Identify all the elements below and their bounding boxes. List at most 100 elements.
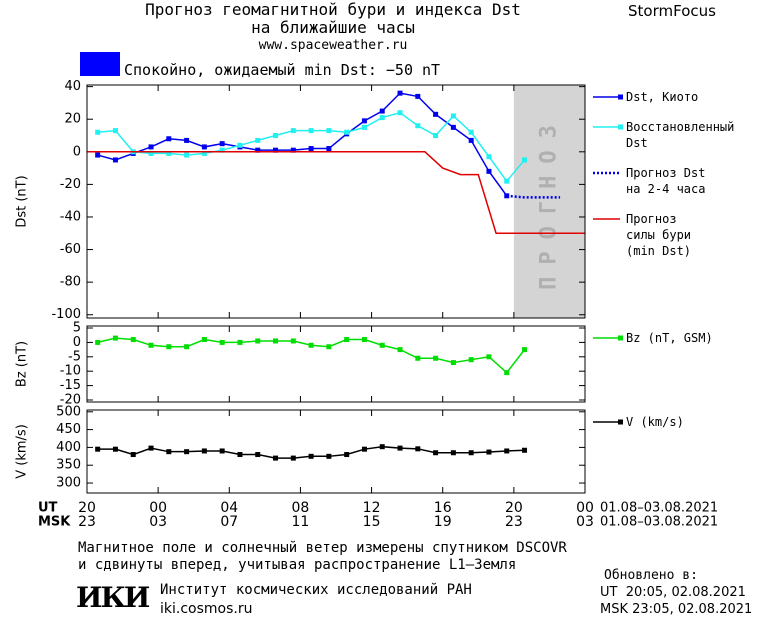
data-point bbox=[468, 357, 474, 363]
y-tick-label: -40 bbox=[60, 209, 81, 224]
y-tick-label: 40 bbox=[64, 79, 81, 94]
x-tick-label: 11 bbox=[292, 514, 310, 530]
data-point bbox=[219, 141, 225, 147]
data-point bbox=[326, 344, 332, 350]
x-tick-label: 19 bbox=[434, 514, 452, 530]
data-point bbox=[201, 150, 207, 156]
data-point bbox=[308, 342, 314, 348]
title: Прогноз геомагнитной бури и индекса Dst bbox=[145, 0, 521, 19]
data-point bbox=[255, 338, 261, 344]
legend-label: Bz (nT, GSM) bbox=[626, 331, 713, 345]
date-range: 01.08–03.08.2021 bbox=[600, 515, 718, 530]
y-axis-label: Dst (nT) bbox=[15, 175, 30, 227]
y-tick-label: 0 bbox=[73, 335, 81, 350]
data-point bbox=[522, 447, 528, 453]
data-point bbox=[308, 453, 314, 459]
x-tick-label: 08 bbox=[292, 500, 310, 516]
data-point bbox=[522, 347, 528, 353]
y-tick-label: 450 bbox=[56, 422, 81, 437]
data-point bbox=[344, 452, 350, 458]
x-tick-label: 15 bbox=[363, 514, 381, 530]
data-point bbox=[361, 337, 367, 343]
legend-marker bbox=[618, 94, 623, 100]
data-point bbox=[130, 337, 136, 343]
data-point bbox=[219, 448, 225, 454]
data-point bbox=[486, 154, 492, 160]
data-point bbox=[486, 354, 492, 360]
y-tick-label: 0 bbox=[73, 144, 81, 159]
x-tick-label: 03 bbox=[576, 514, 594, 530]
x-tick-label: 03 bbox=[149, 514, 167, 530]
data-point bbox=[201, 448, 207, 454]
data-point bbox=[397, 445, 403, 451]
legend-label: Восстановленный Dst bbox=[626, 120, 735, 150]
updated-msk: MSK 23:05, 02.08.2021 bbox=[600, 602, 753, 617]
data-point bbox=[166, 449, 172, 455]
data-point bbox=[415, 93, 421, 99]
updated-ut: UT 20:05, 02.08.2021 bbox=[600, 585, 746, 600]
data-point bbox=[148, 150, 154, 156]
status-swatch bbox=[80, 52, 120, 76]
data-point bbox=[361, 118, 367, 124]
institute: Институт космических исследований РАН bbox=[160, 582, 472, 598]
data-point bbox=[290, 147, 296, 153]
x-tick-label: 20 bbox=[505, 500, 523, 516]
data-point bbox=[95, 339, 101, 345]
brand: StormFocus bbox=[628, 2, 716, 20]
data-point bbox=[450, 450, 456, 456]
x-tick-label: 07 bbox=[220, 514, 238, 530]
x-tick-label: 12 bbox=[363, 500, 381, 516]
y-tick-label: -15 bbox=[60, 378, 81, 393]
legend-label: Dst, Киото bbox=[626, 90, 699, 104]
data-point bbox=[433, 133, 439, 139]
data-point bbox=[361, 446, 367, 452]
y-axis-label: V (km/s) bbox=[15, 424, 30, 479]
data-point bbox=[184, 137, 190, 143]
data-point bbox=[219, 339, 225, 345]
data-point bbox=[397, 90, 403, 96]
data-point bbox=[361, 124, 367, 130]
data-point bbox=[273, 133, 279, 139]
series-line bbox=[87, 151, 585, 235]
note: и сдвинуты вперед, учитывая распростране… bbox=[78, 557, 517, 573]
data-point bbox=[415, 355, 421, 361]
data-point bbox=[415, 123, 421, 129]
data-point bbox=[255, 452, 261, 458]
data-point bbox=[201, 144, 207, 150]
data-point bbox=[184, 152, 190, 158]
data-point bbox=[397, 347, 403, 353]
data-point bbox=[219, 147, 225, 153]
note: Магнитное поле и солнечный ветер измерен… bbox=[78, 540, 567, 556]
data-point bbox=[486, 449, 492, 455]
data-point bbox=[450, 360, 456, 366]
x-tick-label: 23 bbox=[505, 514, 523, 530]
data-point bbox=[326, 146, 332, 152]
forecast-region bbox=[513, 85, 585, 318]
data-point bbox=[166, 136, 172, 142]
legend-label: Прогноз Dst на 2-4 часа bbox=[626, 166, 706, 196]
x-row-label: UT bbox=[38, 501, 58, 516]
panel-frame bbox=[86, 409, 586, 494]
x-tick-label: 04 bbox=[220, 500, 238, 516]
y-tick-label: 500 bbox=[56, 404, 81, 419]
y-tick-label: -5 bbox=[68, 349, 81, 364]
data-point bbox=[450, 124, 456, 130]
data-point bbox=[148, 144, 154, 150]
data-point bbox=[148, 342, 154, 348]
data-point bbox=[290, 338, 296, 344]
data-point bbox=[273, 455, 279, 461]
data-point bbox=[344, 129, 350, 135]
data-point bbox=[379, 108, 385, 114]
y-tick-label: -20 bbox=[60, 392, 81, 407]
data-point bbox=[201, 337, 207, 343]
series-line bbox=[97, 92, 508, 197]
data-point bbox=[433, 355, 439, 361]
data-point bbox=[326, 453, 332, 459]
data-point bbox=[450, 113, 456, 119]
status: Спокойно, ожидаемый min Dst: −50 nT bbox=[124, 61, 441, 79]
x-tick-label: 00 bbox=[149, 500, 167, 516]
x-tick-label: 16 bbox=[434, 500, 452, 516]
data-point bbox=[112, 446, 118, 452]
